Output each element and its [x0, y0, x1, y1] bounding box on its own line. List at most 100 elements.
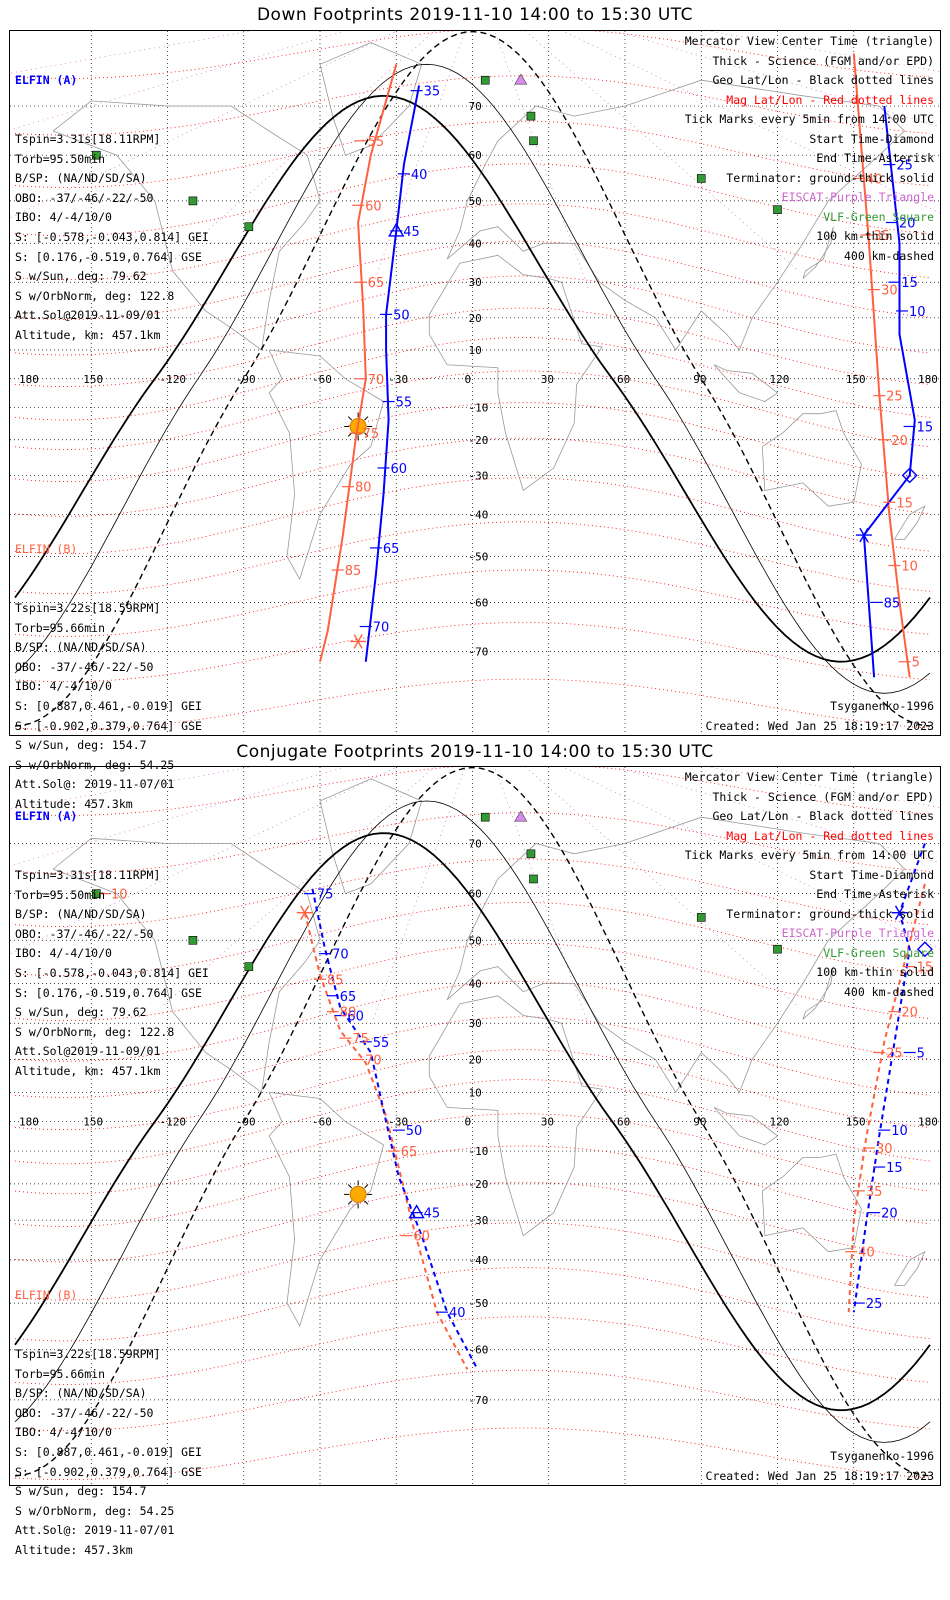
coastline: [761, 1153, 862, 1253]
geo-grid: [10, 31, 940, 735]
lon-tick-label: 150: [83, 373, 103, 386]
legend-item-1: Thick - Science (FGM and/or EPD): [712, 53, 934, 68]
mag-latitude: [14, 1369, 931, 1432]
lon-tick-label: 30: [541, 373, 554, 386]
lat-tick-label: -60: [469, 596, 489, 609]
mag-latitude: [14, 1267, 931, 1342]
lat-tick-label: 60: [469, 888, 482, 901]
tick-label: 65: [383, 542, 400, 557]
lon-tick-label: 0: [465, 373, 472, 386]
mag-latitude: [14, 1316, 931, 1385]
tick-label: 65: [401, 1145, 418, 1160]
coastline: [446, 79, 906, 351]
legend-item-2: Geo Lat/Lon - Black dotted lines: [712, 809, 934, 823]
elfin-b-info-line-2: B/SP: (NA/ND/SD/SA): [15, 1386, 147, 1401]
tick-label: 80: [355, 481, 372, 496]
tick-label: 70: [368, 373, 385, 388]
center-triangle: [388, 222, 405, 237]
mag-latitude: [14, 767, 931, 816]
lon-tick-label: 180: [918, 373, 938, 386]
elfin-b-info-line-4: IBO: 4/-4/10/0: [15, 679, 112, 694]
legend-item-10: 100 km-thin solid: [816, 965, 934, 979]
mag-latitude: [14, 521, 931, 595]
lat-tick-label: 10: [469, 1086, 482, 1099]
sun-ray: [347, 1200, 353, 1205]
coastline: [713, 1107, 779, 1146]
mag-latitude: [14, 1049, 931, 1130]
lat-tick-label: -20: [469, 434, 489, 447]
lat-tick-label: 70: [469, 100, 482, 113]
lat-tick-label: 10: [469, 344, 482, 357]
vlf-station: [526, 111, 536, 121]
mag-latitude: [14, 120, 931, 188]
end-asterisk: [894, 905, 905, 920]
vlf-station: [188, 196, 198, 206]
elfin-b-info-line-10: Altitude: 457.3km: [15, 1542, 133, 1557]
terminator: [14, 31, 931, 727]
markers: [350, 222, 918, 649]
mag-meridian: [494, 31, 589, 289]
elfin-a-ticks: 75 70 65 60 55 50 45 40: [303, 888, 466, 1321]
elfin-a-info-line-0: Tspin=3.31s[18.11RPM]: [15, 867, 161, 882]
legend-item-2: Geo Lat/Lon - Black dotted lines: [712, 73, 934, 87]
lon-tick-label: 0: [465, 1116, 472, 1129]
coastline: [428, 254, 603, 492]
tick-label: 45: [403, 225, 420, 240]
vlf-station: [529, 136, 538, 146]
vlf-station: [92, 150, 101, 160]
vlf-station: [244, 222, 254, 232]
start-diamond: [916, 941, 933, 958]
elfin-a-info-line-1: Torb=95.50min: [15, 151, 106, 166]
tick-label: 50: [393, 308, 410, 323]
markers: [296, 905, 933, 1219]
mag-latitude: [14, 1427, 931, 1481]
tick-label: 5: [912, 656, 920, 671]
lon-tick-label: 60: [617, 1116, 630, 1129]
mag-grid: [10, 31, 940, 731]
sun-ray: [364, 1184, 369, 1189]
lon-tick-label: 150: [846, 1116, 866, 1129]
coastline: [268, 349, 384, 581]
lon-tick-label: 90: [693, 1116, 706, 1129]
tick-label: 80: [340, 1006, 357, 1021]
mag-latitude: [14, 902, 931, 977]
lon-tick-label: 60: [617, 373, 630, 386]
lat-tick-label: 20: [469, 1053, 482, 1066]
elfin-a-info-line-7: S w/Sun, deg: 79.62: [15, 1005, 147, 1020]
legend-item-3: Mag Lat/Lon - Red dotted lines: [726, 828, 934, 843]
mag-latitude: [14, 569, 931, 637]
coastline: [319, 42, 423, 156]
model-label: Tsyganenko-1996: [830, 1449, 934, 1463]
elfin-a-info-line-8: S w/OrbNorm, deg: 122.8: [15, 1024, 175, 1039]
mag-meridian: [371, 767, 466, 1025]
elfin-b-info-line-3: OBO: -37/-46/-22/-50: [15, 659, 154, 674]
mag-latitude: [14, 163, 931, 237]
elfin-a-track: [311, 888, 479, 1370]
elfin-b-ticks: 55 60 65 70 75 80 85: [331, 135, 385, 579]
tick-label: 40: [411, 168, 428, 183]
elfin-b-info-line-5: S: [0.887,0.461,-0.019] GEI: [15, 1444, 202, 1459]
tick-label: 65: [368, 276, 385, 291]
lat-tick-label: -50: [469, 551, 489, 564]
legend-item-5: Start Time-Diamond: [809, 131, 934, 146]
elfin-a-info-line-3: OBO: -37/-46/-22/-50: [15, 190, 154, 205]
legend-item-6: End Time-Asterisk: [816, 151, 934, 165]
coastlines: [52, 42, 926, 581]
tick-label: 55: [368, 135, 385, 150]
vlf-station: [480, 812, 490, 822]
tick-label: 40: [449, 1306, 466, 1321]
elfin-a-ticks-east: 25 20 15 10 15 85: [870, 159, 933, 611]
lon-tick-label: 180: [19, 373, 39, 386]
vlf-station: [244, 962, 254, 971]
elfin-b-label: ELFIN (B): [15, 1288, 78, 1303]
tick-label: 40: [858, 1246, 875, 1261]
mag-latitude: [14, 31, 931, 79]
tick-label: 15: [896, 496, 913, 511]
vlf-station: [526, 849, 536, 859]
lon-tick-label: -30: [388, 373, 408, 386]
elfin-b-info-line-0: Tspin=3.22s[18.59RPM]: [15, 600, 161, 615]
lon-tick-label: -60: [312, 373, 332, 386]
lon-tick-label: 120: [770, 373, 790, 386]
tick-label: 10: [901, 560, 918, 575]
tick-label: 85: [884, 596, 901, 611]
